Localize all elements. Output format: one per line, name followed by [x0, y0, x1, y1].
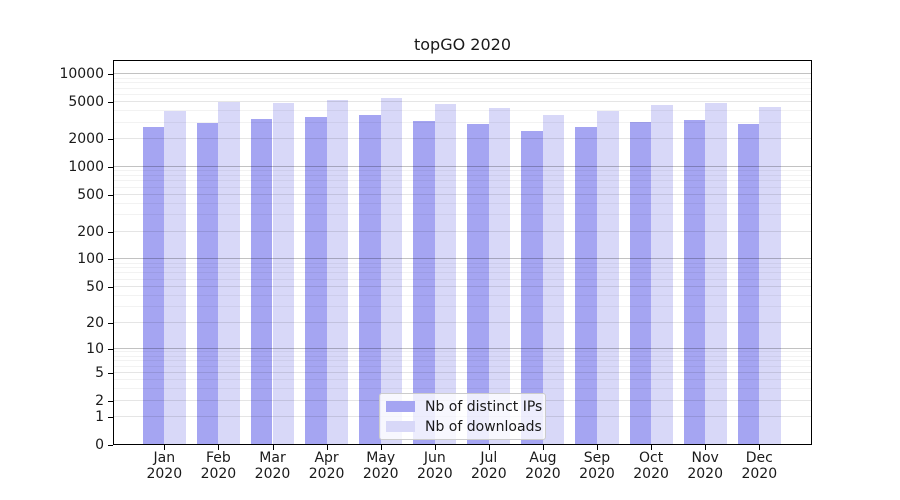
y-tick-label: 20 — [86, 314, 104, 331]
legend-swatch-distinct-ips — [386, 401, 415, 412]
x-tick-label: Oct 2020 — [633, 450, 669, 482]
plot-area — [113, 60, 812, 445]
legend-label: Nb of distinct IPs — [425, 398, 543, 415]
y-tick-mark — [108, 74, 113, 76]
y-tick-mark — [108, 322, 113, 324]
y-tick-mark — [108, 194, 113, 196]
bar-downloads — [164, 111, 186, 445]
y-tick-label: 1 — [95, 409, 104, 426]
x-tick-label: Mar 2020 — [254, 450, 291, 482]
legend-label: Nb of downloads — [425, 418, 542, 435]
x-tick-label: Sep 2020 — [579, 450, 615, 482]
legend-swatch-downloads — [386, 421, 415, 432]
y-tick-label: 50 — [86, 278, 104, 295]
x-tick-mark — [326, 445, 328, 450]
bar-distinct-ips — [683, 119, 706, 445]
x-tick-mark — [164, 445, 166, 450]
legend-row: Nb of downloads — [386, 418, 542, 435]
bar-distinct-ips — [629, 122, 652, 445]
x-tick-mark — [434, 445, 436, 450]
x-tick-mark — [272, 445, 274, 450]
x-tick-mark — [705, 445, 707, 450]
legend: Nb of distinct IPs Nb of downloads — [379, 393, 546, 440]
y-tick-mark — [108, 102, 113, 104]
y-tick-label: 0 — [95, 437, 104, 453]
y-tick-mark — [108, 372, 113, 374]
bars-layer — [113, 60, 812, 445]
bar-downloads — [759, 107, 781, 445]
y-tick-mark — [108, 259, 113, 261]
bar-distinct-ips — [737, 124, 760, 445]
x-tick-mark — [651, 445, 653, 450]
x-tick-label: Apr 2020 — [308, 450, 345, 482]
x-tick-label: Jul 2020 — [470, 450, 507, 482]
y-tick-mark — [108, 348, 113, 350]
x-tick-label: Feb 2020 — [200, 450, 237, 482]
bar-downloads — [488, 108, 511, 445]
bar-downloads — [380, 97, 403, 445]
y-tick-mark — [108, 445, 113, 446]
y-tick-label: 5 — [95, 364, 104, 381]
x-tick-mark — [380, 445, 382, 450]
x-tick-label: May 2020 — [362, 450, 399, 482]
y-tick-label: 200 — [77, 223, 104, 240]
bar-distinct-ips — [575, 127, 597, 445]
x-tick-mark — [542, 445, 544, 450]
bar-distinct-ips — [359, 114, 381, 445]
bar-distinct-ips — [142, 127, 165, 445]
bar-distinct-ips — [305, 116, 327, 445]
y-tick-mark — [108, 231, 113, 233]
bar-distinct-ips — [521, 130, 543, 445]
x-tick-label: Jan 2020 — [146, 450, 183, 482]
y-tick-mark — [108, 166, 113, 168]
bar-distinct-ips — [196, 123, 219, 445]
y-tick-label: 10 — [86, 340, 104, 357]
x-tick-mark — [488, 445, 490, 450]
bar-downloads — [434, 104, 457, 445]
x-tick-mark — [597, 445, 598, 450]
bar-downloads — [272, 103, 295, 445]
y-tick-label: 2 — [95, 392, 104, 409]
y-tick-mark — [108, 139, 113, 141]
y-tick-label: 5000 — [68, 94, 104, 111]
y-tick-mark — [108, 400, 113, 402]
bar-downloads — [326, 100, 349, 445]
y-tick-label: 500 — [77, 186, 104, 203]
x-tick-label: Aug 2020 — [525, 450, 561, 482]
chart-title: topGO 2020 — [413, 35, 511, 54]
y-tick-label: 10000 — [59, 66, 104, 83]
x-tick-mark — [218, 445, 220, 450]
bar-downloads — [218, 102, 240, 445]
bar-distinct-ips — [413, 120, 435, 445]
y-tick-label: 100 — [77, 251, 104, 268]
bar-distinct-ips — [250, 119, 273, 445]
legend-row: Nb of distinct IPs — [386, 398, 543, 415]
y-tick-mark — [108, 286, 113, 288]
x-tick-mark — [759, 445, 761, 450]
bar-downloads — [597, 111, 619, 445]
y-tick-label: 2000 — [68, 131, 104, 148]
bar-downloads — [651, 104, 673, 445]
x-tick-label: Jun 2020 — [416, 450, 453, 482]
y-tick-mark — [108, 417, 113, 419]
x-tick-label: Dec 2020 — [741, 450, 778, 482]
x-tick-label: Nov 2020 — [687, 450, 723, 482]
y-tick-label: 1000 — [68, 158, 104, 175]
bar-distinct-ips — [467, 124, 489, 445]
bar-downloads — [542, 115, 565, 445]
bar-downloads — [705, 103, 727, 445]
